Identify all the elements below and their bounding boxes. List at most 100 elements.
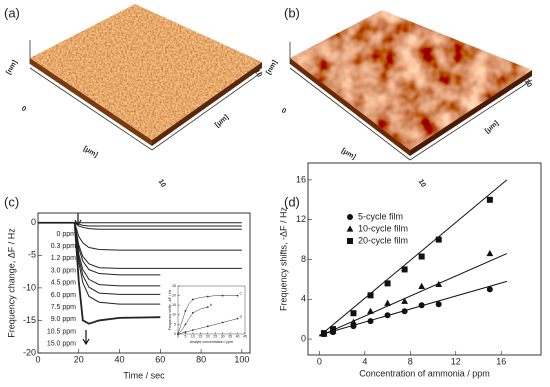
series-line	[38, 221, 161, 325]
point	[401, 297, 409, 304]
y-tick-label: 0	[31, 217, 36, 227]
curve-label: c	[240, 291, 242, 296]
x-tick-label: 0	[35, 355, 40, 365]
curve-label: a	[240, 314, 243, 319]
curve-label: 6.0 ppm	[51, 292, 76, 299]
point	[367, 307, 374, 314]
panel-label: (d)	[284, 194, 300, 209]
curve-label: 15.0 ppm	[47, 341, 76, 348]
y-tick-label: 8	[301, 254, 306, 264]
afm-axis-label: 10	[417, 178, 427, 188]
point	[435, 301, 442, 308]
curve-label: 0 ppm	[57, 231, 77, 238]
fit-line	[319, 280, 508, 336]
curve-label: 4.5 ppm	[51, 280, 76, 287]
point	[384, 312, 391, 319]
point	[401, 266, 408, 273]
point	[206, 325, 209, 328]
panel-label: (a)	[4, 5, 20, 20]
legend-label: 5-cycle film	[358, 211, 403, 221]
curve-label: 9.0 ppm	[51, 316, 76, 323]
point	[206, 306, 209, 309]
point	[367, 318, 374, 325]
plot-frame	[307, 162, 542, 356]
legend-marker	[347, 214, 353, 220]
curve-label: 10.5 ppm	[47, 328, 76, 335]
y-axis-label: Frequency shifts, -ΔF / Hz	[278, 206, 288, 311]
x-tick-label: 100	[234, 355, 249, 365]
fit-line	[319, 179, 508, 337]
point	[206, 295, 209, 298]
x-tick-label: 5	[184, 335, 186, 339]
x-tick-label: 12	[451, 357, 461, 367]
series-line	[38, 222, 242, 251]
point	[320, 330, 327, 337]
inset-background	[168, 282, 249, 346]
plot-frame	[177, 285, 246, 335]
x-tick-label: 20	[74, 355, 84, 365]
afm-axis-label: [nm]	[265, 59, 279, 76]
y-tick-label: 20	[172, 294, 176, 298]
afm-axis-label: [μm]	[484, 120, 500, 135]
point	[221, 321, 224, 324]
y-tick-label: 25	[172, 284, 176, 288]
legend-label: 20-cycle film	[358, 235, 408, 245]
x-tick-label: 20	[206, 335, 210, 339]
panel-label: (b)	[284, 5, 300, 20]
series-line	[177, 295, 238, 335]
curve-label: 0.3 ppm	[51, 243, 76, 250]
y-axis-label: Frequency shifts, -ΔF / Hz	[168, 290, 172, 331]
point	[350, 318, 357, 325]
point	[384, 299, 391, 306]
y-tick-label: -5	[28, 250, 36, 260]
point	[350, 310, 357, 317]
point	[418, 253, 425, 260]
point	[418, 302, 425, 309]
x-tick-label: 45	[243, 335, 247, 339]
arrow	[82, 330, 90, 346]
afm-side	[410, 70, 532, 156]
afm-axis-label: 10	[253, 68, 263, 78]
series-line	[38, 222, 242, 227]
point	[177, 333, 179, 335]
point	[486, 249, 494, 257]
point	[184, 323, 187, 326]
afm-side	[290, 58, 410, 156]
point	[435, 236, 442, 243]
x-tick-label: 25	[213, 335, 217, 339]
panel-label: (c)	[4, 194, 19, 209]
afm-axis-label: [nm]	[5, 59, 19, 76]
y-tick-label: 0	[174, 332, 176, 336]
x-tick-label: 10	[191, 335, 195, 339]
afm-axis-label: [μm]	[340, 147, 357, 161]
afm-axis-label: 0	[280, 107, 287, 115]
curve-label: 7.5 ppm	[51, 304, 76, 311]
point	[418, 282, 426, 289]
x-tick-label: 40	[115, 355, 125, 365]
y-tick-label: -15	[23, 315, 36, 325]
point	[184, 331, 187, 333]
x-tick-label: 16	[496, 357, 506, 367]
y-tick-label: 15	[172, 303, 176, 307]
x-tick-label: 8	[408, 357, 413, 367]
legend-label: 10-cycle film	[358, 223, 408, 233]
afm-surface	[290, 10, 532, 150]
afm-axis-label: 0	[20, 105, 27, 113]
point	[330, 326, 337, 333]
point	[191, 298, 194, 301]
x-tick-label: 15	[198, 335, 202, 339]
y-tick-label: 10	[172, 313, 176, 317]
x-tick-label: 80	[196, 355, 206, 365]
x-axis-label: Concentration of ammonia / ppm	[359, 368, 490, 378]
series-line	[177, 306, 208, 335]
point	[401, 308, 408, 315]
afm-side	[30, 58, 152, 146]
point	[486, 196, 493, 203]
y-tick-label: -20	[23, 347, 36, 357]
point	[236, 294, 239, 297]
point	[367, 292, 374, 299]
x-tick-label: 4	[362, 357, 367, 367]
afm-axis-label: 10	[523, 78, 533, 88]
curve-label: 1.2 ppm	[51, 255, 76, 262]
